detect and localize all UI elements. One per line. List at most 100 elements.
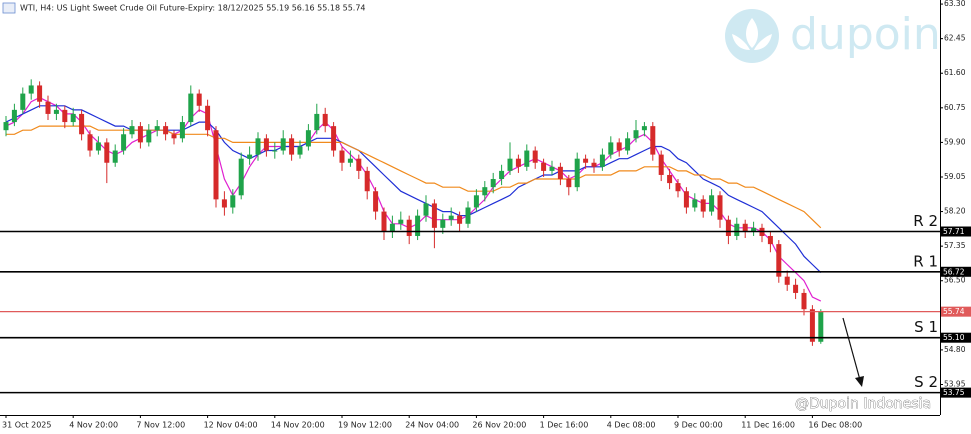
arrow-head: [855, 376, 864, 387]
y-tick-label: 60.75: [944, 103, 966, 112]
y-tick-label: 53.95: [944, 379, 966, 388]
candle-body: [331, 126, 337, 151]
candle-body: [809, 309, 815, 342]
candle-body: [499, 170, 505, 180]
y-tick-label: 59.90: [944, 137, 966, 146]
candle-body: [95, 142, 101, 151]
candle-body: [28, 85, 34, 94]
candle-body: [818, 311, 824, 342]
x-tick-label: 19 Nov 12:00: [338, 421, 392, 430]
candle-body: [700, 199, 706, 212]
candle-body: [683, 191, 689, 208]
candle-body: [45, 101, 51, 114]
y-tick-label: 58.20: [944, 207, 966, 216]
y-tick-label: 57.35: [944, 241, 966, 250]
y-tick-label: 54.80: [944, 345, 966, 354]
x-tick-label: 9 Dec 00:00: [674, 421, 723, 430]
candle-body: [406, 219, 412, 236]
candle-body: [255, 138, 261, 155]
candle-body: [339, 150, 345, 163]
candle-body: [616, 142, 622, 151]
candle-body: [457, 215, 463, 224]
candle-body: [221, 199, 227, 208]
candle-body: [146, 130, 152, 143]
candle-body: [734, 223, 740, 236]
candle-body: [364, 170, 370, 192]
candle-body: [608, 142, 614, 155]
candle-body: [507, 158, 513, 171]
candle-body: [482, 187, 488, 196]
candle-body: [179, 122, 185, 139]
candle-body: [154, 126, 160, 131]
candle-body: [163, 126, 169, 135]
x-tick-label: 4 Nov 20:00: [69, 421, 118, 430]
indicator-line: [6, 125, 822, 229]
candle-body: [473, 195, 479, 208]
candle-body: [557, 166, 563, 180]
x-tick-label: 12 Nov 04:00: [204, 421, 258, 430]
y-tick-label: 61.60: [944, 68, 966, 77]
credit: @Dupoin Indonesia: [795, 396, 931, 412]
price-box-label: 56.72: [943, 267, 965, 276]
x-tick-label: 16 Dec 08:00: [808, 421, 862, 430]
price-box: [941, 332, 971, 343]
candle-body: [230, 195, 236, 208]
candle-body: [112, 150, 118, 163]
plot: [3, 79, 824, 346]
candle-body: [566, 179, 572, 188]
candle-body: [549, 166, 555, 171]
candle-body: [751, 227, 757, 232]
x-tick-label: 26 Nov 20:00: [472, 421, 526, 430]
watermark-text: dupoin: [790, 9, 941, 60]
candle-body: [121, 134, 127, 151]
chart-title: WTI, H4: US Light Sweet Crude Oil Future…: [20, 4, 366, 13]
logo-leaf: [732, 18, 772, 50]
candle-body: [709, 195, 715, 212]
candle-body: [667, 174, 673, 184]
candle-body: [104, 142, 110, 163]
level-name: R 1: [913, 252, 938, 270]
x-tick-label: 7 Nov 12:00: [136, 421, 185, 430]
candle-body: [532, 150, 538, 163]
candle-body: [767, 235, 773, 245]
candle-body: [188, 93, 194, 123]
y-tick-label: 56.50: [944, 276, 966, 285]
candle-body: [423, 203, 429, 216]
price-box-label: 57.71: [943, 227, 965, 236]
candle-body: [692, 199, 698, 208]
candle-body: [793, 284, 799, 293]
candle-body: [641, 126, 647, 131]
candle-body: [213, 130, 219, 200]
candle-body: [247, 154, 253, 159]
candle-body: [137, 126, 143, 143]
candle-body: [541, 162, 547, 171]
candle-body: [322, 113, 328, 127]
candle-body: [20, 93, 26, 110]
candle-body: [776, 244, 782, 277]
candle-body: [205, 105, 211, 131]
price-box-label: 55.74: [943, 307, 965, 316]
candle-body: [717, 195, 723, 220]
candle-body: [784, 276, 790, 285]
y-tick-label: 62.45: [944, 34, 966, 43]
candle-body: [625, 138, 631, 151]
indicator-line: [5, 105, 822, 274]
x-tick-label: 1 Dec 16:00: [540, 421, 589, 430]
price-box: [941, 306, 971, 317]
candle-body: [465, 207, 471, 224]
x-tick-label: 31 Oct 2025: [2, 421, 51, 430]
candle-body: [356, 158, 362, 171]
candle-body: [440, 219, 446, 228]
candle-body: [196, 93, 202, 106]
price-box-label: 53.75: [943, 388, 965, 397]
candle-body: [448, 215, 454, 220]
arrow: [842, 317, 861, 381]
candle-body: [373, 191, 379, 212]
price-box: [941, 387, 971, 398]
watermark: dupoin: [725, 9, 941, 63]
candle-body: [658, 154, 664, 175]
level-name: S 2: [914, 373, 938, 391]
level-name: R 2: [913, 212, 938, 230]
